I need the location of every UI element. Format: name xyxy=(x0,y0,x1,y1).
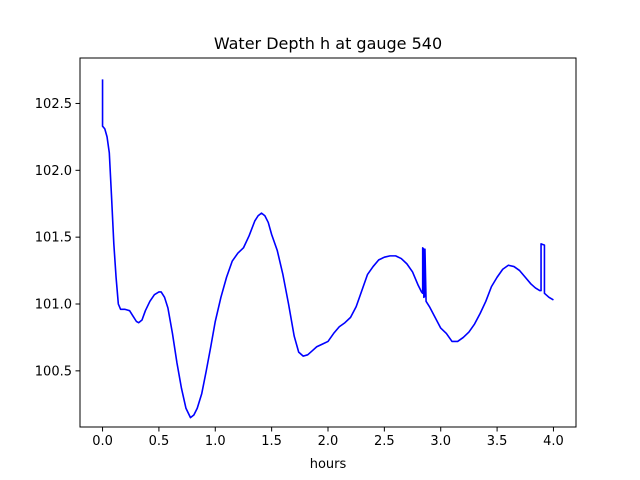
x-tick-label: 0.5 xyxy=(149,434,170,449)
x-tick-label: 2.0 xyxy=(318,434,339,449)
y-tick-label: 102.0 xyxy=(35,164,72,179)
y-tick-label: 101.0 xyxy=(35,298,72,313)
x-tick-label: 4.0 xyxy=(543,434,564,449)
series-line-1 xyxy=(101,79,554,419)
x-tick-label: 2.5 xyxy=(374,434,395,449)
y-axis: 100.5 101.0 101.5 102.0 102.5 xyxy=(35,97,80,379)
x-tick-label: 3.0 xyxy=(430,434,451,449)
x-tick-label: 1.5 xyxy=(261,434,282,449)
x-tick-label: 0.0 xyxy=(92,434,113,449)
x-tick-label: 1.0 xyxy=(205,434,226,449)
plot-lines xyxy=(101,79,554,419)
chart-title: Water Depth h at gauge 540 xyxy=(214,34,442,53)
y-tick-label: 100.5 xyxy=(35,364,72,379)
x-axis-label: hours xyxy=(310,457,347,472)
x-axis: 0.0 0.5 1.0 1.5 2.0 2.5 3.0 3.5 4.0 xyxy=(92,427,564,449)
x-tick-label: 3.5 xyxy=(487,434,508,449)
y-tick-label: 102.5 xyxy=(35,97,72,112)
plot-area-frame xyxy=(79,57,577,428)
y-tick-label: 101.5 xyxy=(35,231,72,246)
